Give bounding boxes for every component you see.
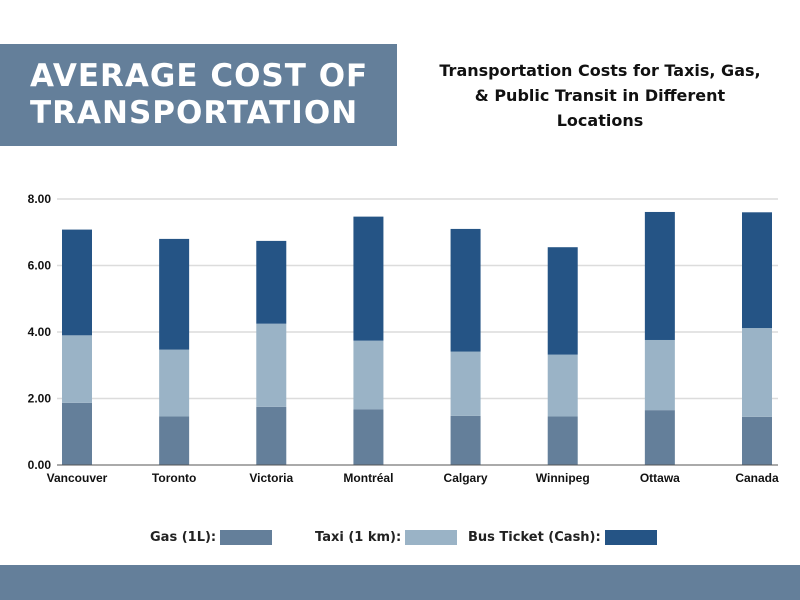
legend-label: Bus Ticket (Cash): <box>468 530 601 545</box>
bar-segment-gas <box>644 410 675 465</box>
bar-segment-taxi <box>62 335 92 403</box>
chart-subtitle: Transportation Costs for Taxis, Gas, & P… <box>439 61 761 130</box>
title-banner: AVERAGE COST OF TRANSPORTATION <box>0 44 397 146</box>
x-tick-label: Winnipeg <box>536 471 590 485</box>
bar-segment-gas <box>547 416 578 465</box>
bar-segment-taxi <box>742 328 772 417</box>
bar-segment-taxi <box>353 340 384 410</box>
bar-segment-bus <box>742 212 772 329</box>
y-tick-label: 4.00 <box>28 325 52 339</box>
legend-item-gas: Gas (1L): <box>150 530 273 545</box>
x-tick-label: Ottawa <box>640 471 680 485</box>
bar-segment-taxi <box>256 323 287 407</box>
bar-segment-gas <box>159 416 190 465</box>
footer-bar <box>0 565 800 600</box>
legend-item-bus: Bus Ticket (Cash): <box>468 530 657 545</box>
bar-segment-gas <box>450 415 481 465</box>
bar-segment-bus <box>159 238 190 350</box>
legend: Gas (1L): Taxi (1 km): Bus Ticket (Cash)… <box>0 530 800 550</box>
bar-segment-gas <box>62 402 92 465</box>
bar-segment-gas <box>353 409 384 465</box>
x-tick-label: Vancouver <box>47 471 108 485</box>
bar-segment-gas <box>742 416 772 465</box>
x-tick-label: Toronto <box>152 471 196 485</box>
y-tick-label: 2.00 <box>28 392 52 406</box>
bar-segment-bus <box>256 240 287 324</box>
bar-segment-gas <box>256 406 287 465</box>
legend-swatch <box>220 530 273 545</box>
y-tick-label: 0.00 <box>28 458 52 472</box>
x-tick-label: Montréal <box>343 471 393 485</box>
legend-item-taxi: Taxi (1 km): <box>315 530 458 545</box>
bar-segment-taxi <box>644 339 675 411</box>
bar-segment-taxi <box>159 349 190 417</box>
bar-segment-bus <box>353 216 384 341</box>
y-tick-label: 8.00 <box>28 192 52 206</box>
stacked-bar-chart: 0.00 2.00 4.00 6.00 8.00 Vancouver Toronto Vict… <box>28 192 779 485</box>
legend-label: Gas (1L): <box>150 530 217 545</box>
bar-segment-taxi <box>547 354 578 417</box>
page-title: AVERAGE COST OF TRANSPORTATION <box>30 58 369 131</box>
y-tick-label: 6.00 <box>28 259 52 273</box>
x-tick-label: Canada <box>735 471 779 485</box>
legend-swatch <box>604 530 657 545</box>
x-tick-label: Calgary <box>444 471 488 485</box>
bar-segment-bus <box>547 247 578 355</box>
x-tick-label: Victoria <box>249 471 293 485</box>
bar-segment-bus <box>644 211 675 340</box>
legend-label: Taxi (1 km): <box>315 530 402 545</box>
legend-swatch <box>405 530 458 545</box>
bar-segment-bus <box>62 229 92 336</box>
bar-segment-bus <box>450 228 481 352</box>
bar-segment-taxi <box>450 351 481 416</box>
